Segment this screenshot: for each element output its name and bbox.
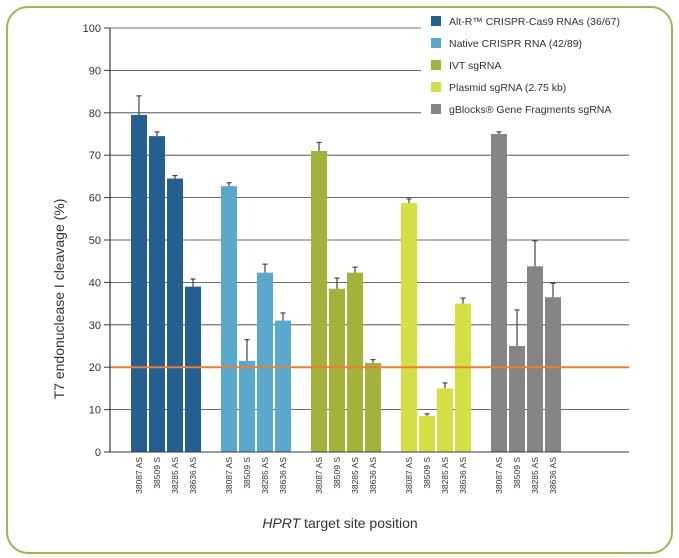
y-tick-label-40: 40: [89, 277, 101, 289]
bar-group5-3: [527, 266, 543, 452]
bar-group5-2: [509, 346, 525, 452]
bar-group5-4: [545, 297, 561, 452]
bar-group3-4: [365, 362, 381, 452]
legend-label-1: Alt-R™ CRISPR-Cas9 RNAs (36/67): [449, 16, 620, 28]
bar-group5-1: [491, 134, 507, 452]
category-label-group4-4: 38636 AS: [458, 457, 468, 494]
category-label-group2-3: 38285 AS: [260, 457, 270, 494]
bar-group4-4: [455, 303, 471, 452]
legend-swatch-3: [431, 60, 441, 70]
legend-label-4: Plasmid sgRNA (2.75 kb): [449, 82, 566, 94]
y-axis: 0 10 20 30 40 50 60 70 80 90 100: [83, 23, 629, 459]
y-tick-label-80: 80: [89, 108, 101, 120]
legend-label-5: gBlocks® Gene Fragments sgRNA: [449, 104, 611, 116]
legend: Alt-R™ CRISPR-Cas9 RNAs (36/67) Native CR…: [421, 10, 629, 124]
legend-background: [421, 10, 629, 124]
y-tick-label-50: 50: [89, 235, 101, 247]
category-label-group2-4: 38636 AS: [278, 457, 288, 494]
legend-swatch-5: [431, 104, 441, 114]
bar-group4-3: [437, 388, 453, 452]
legend-swatch-4: [431, 82, 441, 92]
category-label-group5-1: 38087 AS: [494, 457, 504, 494]
bar-group1-4: [185, 286, 201, 452]
bar-group1-1: [131, 114, 147, 453]
category-label-group4-3: 38285 AS: [440, 457, 450, 494]
bars: [110, 95, 629, 453]
category-label-group1-2: 38509 S: [152, 457, 162, 489]
y-axis-title: T7 endonuclease I cleavage (%): [51, 199, 67, 400]
bar-group2-4: [275, 320, 291, 452]
bar-group1-3: [167, 178, 183, 452]
bar-group2-2: [239, 360, 255, 452]
category-label-group3-1: 38087 AS: [314, 457, 324, 494]
category-label-group5-4: 38636 AS: [548, 457, 558, 494]
legend-swatch-1: [431, 16, 441, 26]
legend-label-3: IVT sgRNA: [449, 60, 501, 72]
bar-group2-3: [257, 272, 273, 452]
y-tick-label-0: 0: [95, 447, 101, 459]
bar-group4-2: [419, 415, 435, 452]
category-label-group4-1: 38087 AS: [404, 457, 414, 494]
x-axis-title-italic: HPRT: [262, 515, 301, 531]
category-label-group5-3: 38285 AS: [530, 457, 540, 494]
category-label-group3-4: 38636 AS: [368, 457, 378, 494]
bar-group2-1: [221, 186, 237, 453]
category-label-group3-3: 38285 AS: [350, 457, 360, 494]
y-tick-label-70: 70: [89, 150, 101, 162]
category-label-group3-2: 38509 S: [332, 457, 342, 489]
category-label-group2-1: 38087 AS: [224, 457, 234, 494]
y-tick-label-10: 10: [89, 405, 101, 417]
y-tick-label-60: 60: [89, 193, 101, 205]
bar-group3-2: [329, 288, 345, 452]
bar-group4-1: [401, 203, 417, 452]
category-labels: 38087 AS 38509 S 38285 AS 38636 AS 38087 AS 3…: [134, 457, 558, 494]
y-tick-label-100: 100: [83, 23, 101, 35]
y-tick-label-90: 90: [89, 65, 101, 77]
legend-swatch-2: [431, 38, 441, 48]
x-axis-title: HPRT target site position: [262, 515, 417, 531]
category-label-group1-3: 38285 AS: [170, 457, 180, 494]
x-axis-title-rest: target site position: [300, 515, 418, 531]
legend-label-2: Native CRISPR RNA (42/89): [449, 38, 582, 50]
bar-group1-2: [149, 136, 165, 452]
bar-group3-3: [347, 272, 363, 452]
category-label-group1-1: 38087 AS: [134, 457, 144, 494]
bar-group3-1: [311, 150, 327, 452]
y-tick-label-30: 30: [89, 320, 101, 332]
y-tick-label-20: 20: [89, 362, 101, 374]
category-label-group4-2: 38509 S: [422, 457, 432, 489]
category-label-group5-2: 38509 S: [512, 457, 522, 489]
category-label-group1-4: 38636 AS: [188, 457, 198, 494]
category-label-group2-2: 38509 S: [242, 457, 252, 489]
